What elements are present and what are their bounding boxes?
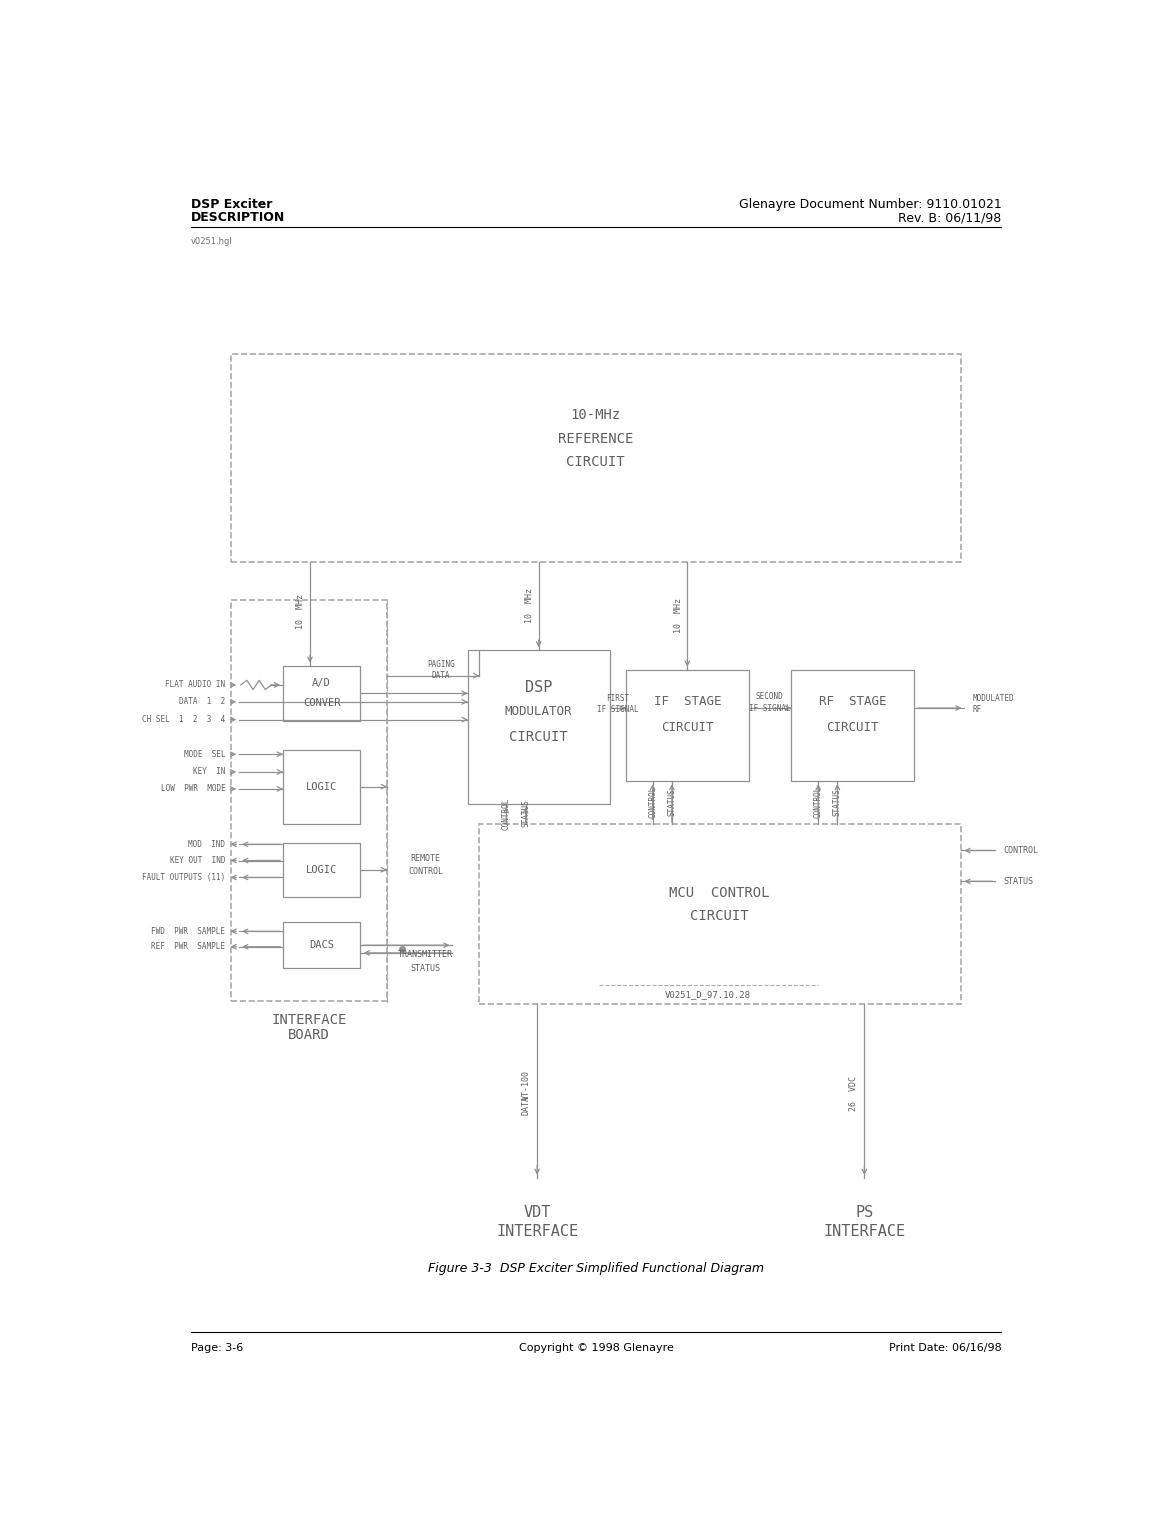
Bar [283, 922, 361, 968]
Text: CONTROL: CONTROL [1003, 845, 1039, 855]
Text: Copyright © 1998 Glenayre: Copyright © 1998 Glenayre [519, 1343, 673, 1353]
Text: Glenayre Document Number: 9110.01021: Glenayre Document Number: 9110.01021 [739, 198, 1001, 211]
Text: INTERFACE: INTERFACE [271, 1013, 347, 1027]
Bar [468, 650, 611, 804]
Text: TRANSMITTER: TRANSMITTER [398, 950, 452, 959]
Text: 10-MHz: 10-MHz [571, 409, 621, 423]
Text: Figure 3-3  DSP Exciter Simplified Functional Diagram: Figure 3-3 DSP Exciter Simplified Functi… [428, 1262, 764, 1276]
Text: LOW  PWR  MODE: LOW PWR MODE [160, 784, 226, 793]
Text: DATA  1  2: DATA 1 2 [179, 698, 226, 707]
Text: DESCRIPTION: DESCRIPTION [191, 212, 285, 224]
Text: MODULATOR: MODULATOR [505, 705, 572, 718]
Text: BOARD: BOARD [288, 1028, 330, 1042]
Text: Print Date: 06/16/98: Print Date: 06/16/98 [889, 1343, 1001, 1353]
Text: CONTROL: CONTROL [408, 867, 443, 876]
Text: REF  PWR  SAMPLE: REF PWR SAMPLE [151, 942, 226, 951]
Text: FWD  PWR  SAMPLE: FWD PWR SAMPLE [151, 927, 226, 936]
Text: IF SIGNAL: IF SIGNAL [597, 705, 638, 715]
Text: FAULT OUTPUTS (11): FAULT OUTPUTS (11) [142, 873, 226, 882]
Bar [479, 824, 961, 1005]
Text: LOGIC: LOGIC [306, 782, 337, 792]
Text: CONTROL: CONTROL [501, 798, 511, 830]
Text: VDT: VDT [523, 1205, 551, 1220]
Text: RF: RF [972, 705, 982, 715]
Bar [231, 354, 961, 561]
Text: REMOTE: REMOTE [411, 853, 441, 862]
Text: INTERFACE: INTERFACE [497, 1223, 578, 1239]
Bar [283, 750, 361, 824]
Text: FIRST: FIRST [606, 695, 629, 704]
Text: 10  MHz: 10 MHz [297, 595, 305, 629]
Bar [626, 670, 749, 781]
Text: KEY  IN: KEY IN [193, 767, 226, 776]
Text: CIRCUIT: CIRCUIT [661, 721, 714, 733]
Text: LOGIC: LOGIC [306, 865, 337, 875]
Text: 10  MHz: 10 MHz [673, 598, 683, 633]
Text: DSP Exciter: DSP Exciter [191, 198, 272, 211]
Text: STATUS: STATUS [668, 788, 677, 816]
Text: MCU  CONTROL: MCU CONTROL [670, 885, 770, 899]
Text: V0251_D_97.10.28: V0251_D_97.10.28 [665, 990, 751, 999]
Text: KEY OUT  IND: KEY OUT IND [170, 856, 226, 865]
Text: CIRCUIT: CIRCUIT [827, 721, 879, 733]
Text: CH SEL  1  2  3  4: CH SEL 1 2 3 4 [142, 715, 226, 724]
Text: RF  STAGE: RF STAGE [819, 695, 886, 709]
Bar [283, 842, 361, 896]
Text: VT-100: VT-100 [522, 1070, 530, 1100]
Text: Rev. B: 06/11/98: Rev. B: 06/11/98 [898, 212, 1001, 224]
Text: PAGING: PAGING [427, 659, 455, 669]
Text: MODULATED: MODULATED [972, 695, 1014, 704]
Bar [791, 670, 914, 781]
Text: IF SIGNAL: IF SIGNAL [749, 704, 791, 713]
Text: STATUS: STATUS [411, 964, 441, 973]
Text: CIRCUIT: CIRCUIT [691, 908, 749, 922]
Text: A/D: A/D [312, 678, 331, 687]
Text: CONTROL: CONTROL [814, 785, 822, 818]
Text: IF  STAGE: IF STAGE [654, 695, 721, 709]
Text: MODE  SEL: MODE SEL [184, 750, 226, 759]
Text: REFERENCE: REFERENCE [558, 432, 634, 446]
Text: Page: 3-6: Page: 3-6 [191, 1343, 243, 1353]
Text: DSP: DSP [525, 679, 552, 695]
Text: SECOND: SECOND [756, 692, 784, 701]
Text: CIRCUIT: CIRCUIT [566, 455, 625, 469]
Text: STATUS: STATUS [1003, 876, 1033, 885]
Text: INTERFACE: INTERFACE [823, 1223, 906, 1239]
Text: v0251.hgl: v0251.hgl [191, 237, 233, 246]
Text: CONTROL: CONTROL [648, 785, 657, 818]
Text: CONVER: CONVER [302, 698, 341, 707]
Text: DATA: DATA [522, 1094, 530, 1114]
Text: FLAT AUDIO IN: FLAT AUDIO IN [165, 681, 226, 690]
Text: MOD  IND: MOD IND [188, 839, 226, 848]
Bar [283, 666, 361, 721]
Text: DACS: DACS [309, 941, 334, 950]
Text: CIRCUIT: CIRCUIT [509, 730, 568, 744]
Text: STATUS: STATUS [521, 799, 530, 827]
Text: 26  VDC: 26 VDC [849, 1076, 858, 1111]
Text: DATA: DATA [431, 672, 450, 681]
Text: STATUS: STATUS [833, 788, 842, 816]
Text: PS: PS [855, 1205, 873, 1220]
Text: 10  MHz: 10 MHz [525, 589, 534, 622]
Bar [231, 601, 387, 1001]
